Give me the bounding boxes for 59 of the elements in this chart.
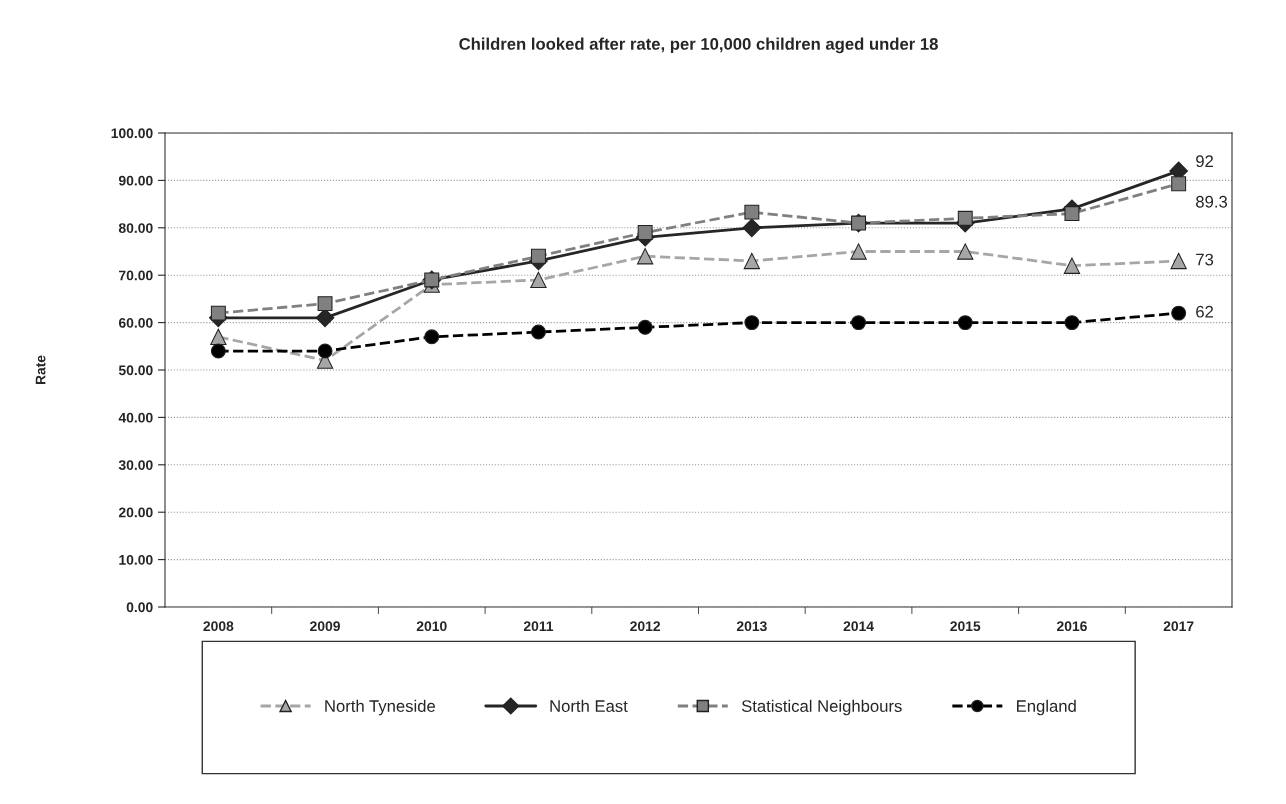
data-label: 62 [1196, 305, 1214, 318]
point [851, 315, 867, 331]
y-tick-label: 60.00 [118, 317, 153, 328]
point [957, 315, 973, 331]
point [530, 248, 546, 264]
data-label: 89.3 [1196, 195, 1228, 208]
point [637, 225, 653, 240]
point [1063, 257, 1081, 274]
y-tick-label: 100.00 [111, 128, 153, 139]
legend-label: North East [550, 699, 628, 712]
x-tick-label: 2014 [843, 621, 874, 632]
x-tick-label: 2011 [523, 621, 554, 632]
x-tick-label: 2012 [630, 621, 661, 632]
point [317, 296, 333, 312]
y-tick-label: 40.00 [118, 412, 153, 423]
point [742, 218, 762, 238]
y-tick-label: 80.00 [118, 223, 153, 233]
x-tick-label: 2008 [203, 621, 234, 632]
point [315, 308, 335, 328]
point [744, 204, 760, 220]
point [1171, 305, 1187, 321]
point [637, 319, 653, 335]
point [1170, 252, 1187, 270]
point [1064, 315, 1080, 331]
point [957, 243, 974, 260]
data-label: 73 [1196, 253, 1214, 266]
point [530, 271, 547, 289]
point [1171, 176, 1187, 192]
point [957, 210, 973, 226]
y-tick-label: 50.00 [118, 365, 153, 376]
x-tick-label: 2013 [736, 621, 767, 632]
point [850, 243, 867, 260]
point [1064, 206, 1080, 222]
y-tick-label: 20.00 [118, 507, 153, 518]
y-tick-label: 0.00 [126, 602, 153, 613]
y-tick-label: 70.00 [119, 270, 153, 281]
legend-label: Statistical Neighbours [741, 699, 902, 716]
point [744, 315, 760, 331]
x-tick-label: 2009 [310, 621, 340, 632]
y-tick-label: 90.00 [118, 175, 153, 186]
point [317, 343, 333, 359]
legend-label: England [1017, 699, 1076, 716]
legend-label: North Tyneside [325, 699, 436, 716]
y-tick-label: 30.00 [118, 460, 153, 470]
x-tick-label: 2017 [1163, 621, 1194, 632]
data-label: 92 [1196, 155, 1214, 168]
chart-title: Children looked after rate, per 10,000 children aged under 18 [459, 37, 938, 54]
point [424, 329, 440, 345]
point [210, 305, 226, 321]
point [636, 248, 654, 265]
point [210, 328, 227, 345]
y-axis-title: Rate [35, 355, 46, 385]
point [530, 324, 546, 340]
x-tick-label: 2016 [1056, 621, 1087, 632]
x-tick-label: 2015 [950, 621, 981, 632]
y-tick-label: 10.00 [119, 554, 153, 565]
x-tick-label: 2010 [416, 621, 447, 632]
point [210, 343, 226, 359]
point [743, 252, 761, 270]
